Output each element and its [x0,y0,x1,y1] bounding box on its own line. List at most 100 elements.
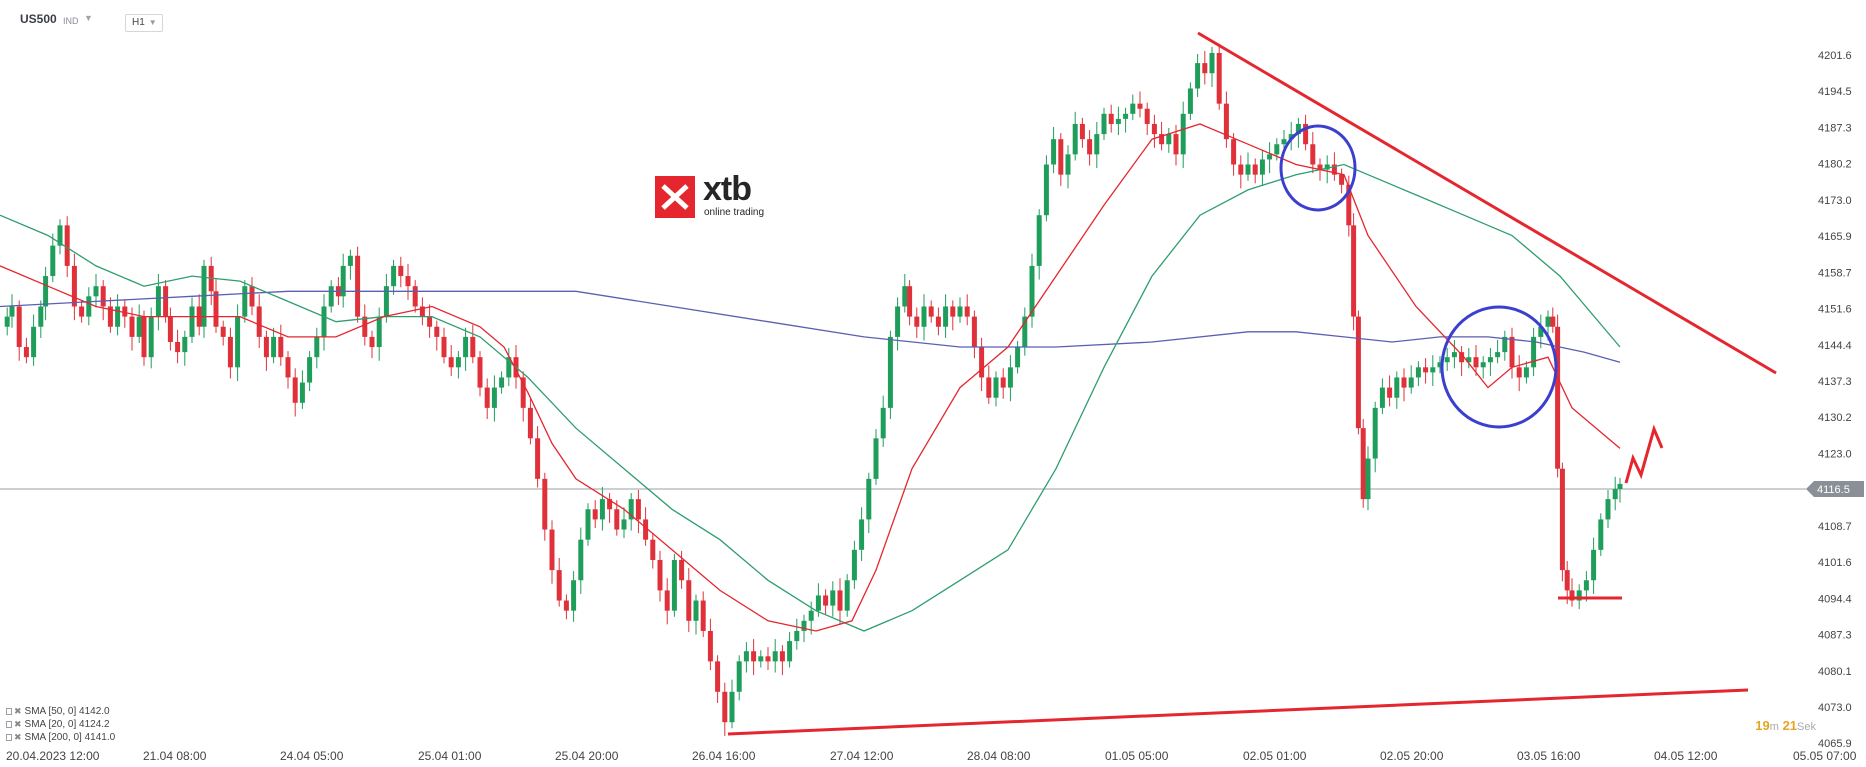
candle-body [470,336,476,358]
candle-body [743,651,749,662]
candle-body [1473,357,1479,368]
candle-body [1144,108,1150,124]
candle-body [43,276,49,307]
x-tick-label: 26.04 16:00 [692,749,756,763]
candle-body [1173,134,1179,155]
candle-body [328,286,334,307]
legend-sma50[interactable]: ✖ SMA [50, 0] 4142.0 [6,706,110,717]
candle-body [107,306,113,327]
x-tick-label: 21.04 08:00 [143,749,207,763]
candle-body [1415,367,1421,378]
indicator-settings-icon[interactable] [6,721,12,728]
candle-body [657,559,663,591]
candle-body [1360,428,1366,500]
candle-body [463,336,469,358]
candle-body [621,519,627,530]
indicator-settings-icon[interactable] [6,734,12,741]
y-tick-label: 4165.9 [1818,231,1852,243]
candle-body [391,265,397,287]
candle-body [1355,316,1361,429]
candle-body [1509,336,1515,368]
candle-body [50,245,56,277]
candle-body [1480,362,1486,368]
y-tick-label: 4087.3 [1818,630,1852,642]
candle-body [16,306,22,348]
candle-body [93,286,99,297]
candle-body [1303,123,1309,145]
svg-text:4116.5: 4116.5 [1817,484,1850,496]
y-tick-label: 4130.2 [1818,412,1852,424]
candle-body [650,539,656,560]
candle-body [1394,377,1400,398]
candle-body [1245,164,1251,175]
candle-body [643,519,649,540]
candle-body [1423,367,1429,373]
indicator-settings-icon[interactable] [6,708,12,715]
candle-body [635,499,641,520]
candle-body [419,306,425,317]
candle-body [136,316,142,337]
candle-body [1180,113,1186,155]
candle-body [1151,123,1157,135]
xtb-logo-mark [655,176,695,218]
candle-body [787,641,793,662]
remove-indicator-icon[interactable]: ✖ [14,719,22,729]
y-tick-label: 4201.6 [1818,50,1852,62]
y-axis: 4201.6 4194.5 4187.3 4180.2 4173.0 4165.9 4158… [1818,50,1852,750]
candle-body [815,595,821,611]
candle-body [64,225,70,266]
candle-body [1094,134,1100,155]
candle-body [1379,387,1385,408]
candle-body [1605,499,1611,520]
candle-body [935,316,941,327]
current-price-label: 4116.5 [1806,481,1864,497]
candle-body [506,357,512,378]
y-tick-label: 4194.5 [1818,86,1852,98]
candle-body [182,336,188,353]
symbol-dropdown-icon[interactable]: ▼ [84,13,93,23]
candle-body [866,478,872,520]
candle-body [1495,352,1501,358]
candle-body [263,336,269,358]
candle-body [1564,570,1570,591]
candle-body [844,580,850,611]
legend-sma20[interactable]: ✖ SMA [20, 0] 4124.2 [6,719,110,730]
candle-body [664,590,670,611]
candle-body [1346,184,1352,226]
remove-indicator-icon[interactable]: ✖ [14,732,22,742]
candle-body [607,499,613,510]
candle-body [141,316,147,358]
candle-body [1502,336,1508,353]
candle-body [1550,316,1556,327]
candle-body [1569,590,1575,601]
timeframe-select[interactable]: H1 ▼ [125,14,163,32]
legend-sma200[interactable]: ✖ SMA [200, 0] 4141.0 [6,732,115,743]
candle-body [340,265,346,297]
candle-body [1274,144,1280,155]
candle-body [1430,367,1436,373]
symbol-label[interactable]: US500 [20,12,57,26]
x-tick-label: 25.04 01:00 [418,749,482,763]
candle-body [1487,357,1493,363]
candle-body [434,326,440,337]
y-tick-label: 4065.9 [1818,738,1852,750]
candle-body [1252,164,1258,175]
candle-body [86,296,92,317]
candle-body [1295,123,1301,135]
candle-body [1115,118,1121,124]
candle-body [1051,139,1057,165]
candle-body [1401,377,1407,388]
candle-body [1559,468,1565,571]
remove-indicator-icon[interactable]: ✖ [14,706,22,716]
legend-label: SMA [20, 0] [24,719,77,730]
candle-body [1007,367,1013,388]
candle-body [679,559,685,581]
candle-body [895,306,901,337]
candle-body [751,651,757,662]
legend-label: SMA [200, 0] [24,732,82,743]
candle-body [808,610,814,621]
candle-body [887,336,893,408]
candle-body [227,336,233,368]
candle-body [167,316,173,342]
